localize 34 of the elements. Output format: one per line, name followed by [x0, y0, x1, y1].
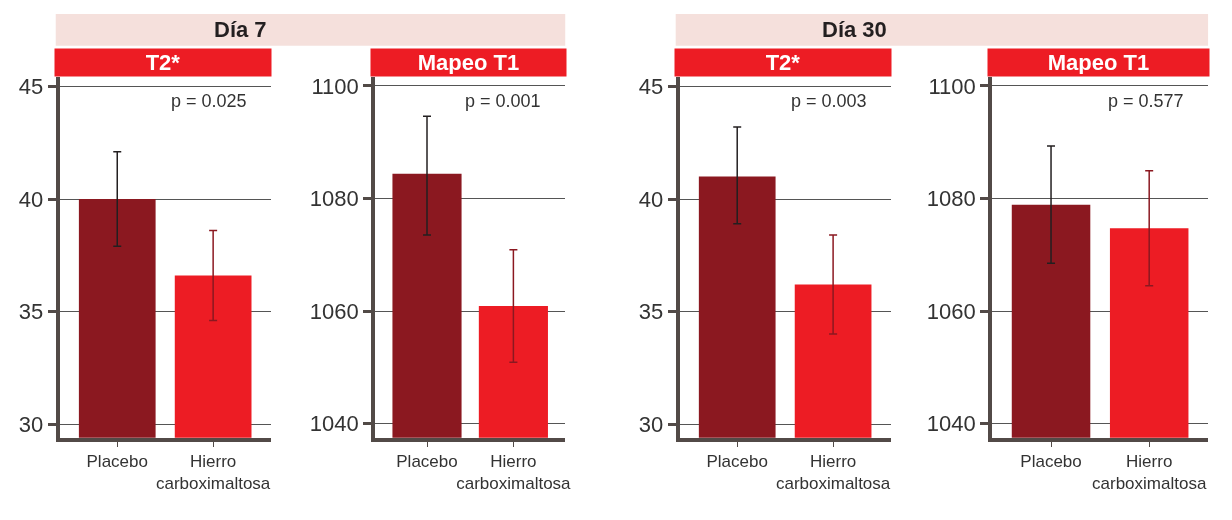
x-tick-label: Hierro carboximaltosa	[775, 452, 891, 494]
y-tick-label: 1100	[311, 73, 359, 99]
chart-title: T2*	[765, 50, 801, 75]
y-tick-label: 40	[638, 186, 664, 212]
x-tick-label: Hierro carboximaltosa	[1092, 452, 1207, 494]
y-tick-label: 1040	[926, 411, 976, 437]
y-tick-label: 45	[18, 74, 44, 100]
y-tick-label: 45	[638, 74, 664, 100]
y-tick-label: 1060	[309, 298, 359, 324]
y-tick-label: 1040	[309, 411, 359, 437]
x-tick-label: Placebo	[86, 452, 148, 472]
y-tick-label: 30	[638, 411, 664, 437]
y-tick-label: 35	[638, 299, 664, 325]
x-tick-label: Placebo	[706, 452, 768, 472]
y-tick-label: 40	[18, 186, 44, 212]
chart-title: Mapeo T1	[1047, 50, 1150, 75]
chart-subtitle: Día 30	[822, 17, 887, 42]
chart-title: Mapeo T1	[417, 50, 520, 75]
x-tick-label: Placebo	[1020, 452, 1082, 472]
x-tick-label: Placebo	[396, 452, 458, 472]
annotation: p = 0.001	[465, 91, 541, 111]
y-tick-label: 1080	[309, 186, 359, 212]
annotation: p = 0.577	[1108, 91, 1184, 111]
y-tick-label: 1060	[926, 298, 976, 324]
y-tick-label: 1080	[926, 186, 976, 212]
chart-title: T2*	[145, 50, 181, 75]
chart-subtitle: Día 7	[214, 17, 267, 42]
y-tick-label: 1100	[928, 73, 976, 99]
annotation: p = 0.025	[171, 91, 247, 111]
y-tick-label: 30	[18, 411, 44, 437]
y-tick-label: 35	[18, 299, 44, 325]
x-tick-label: Hierro carboximaltosa	[456, 452, 572, 494]
x-tick-label: Hierro carboximaltosa	[155, 452, 271, 494]
annotation: p = 0.003	[791, 91, 867, 111]
